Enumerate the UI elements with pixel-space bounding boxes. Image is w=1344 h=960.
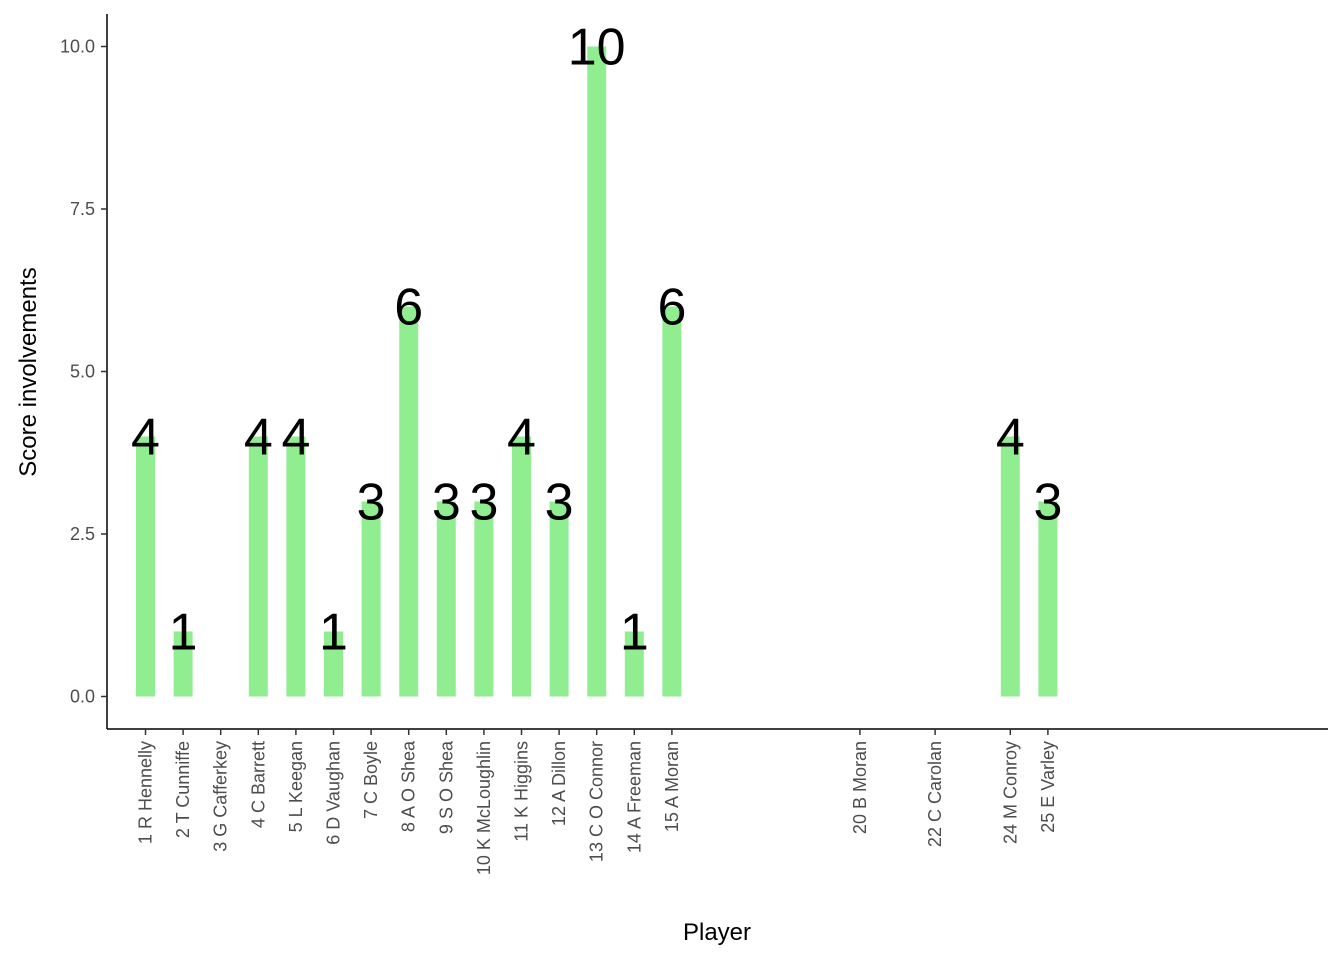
bar xyxy=(1000,436,1020,697)
bar xyxy=(324,631,343,697)
x-tick-label: 3 G Cafferkey xyxy=(211,741,231,852)
y-tick-label: 0.0 xyxy=(70,687,95,707)
x-tick-label: 1 R Hennelly xyxy=(136,741,156,844)
x-tick-label: 10 K McLoughlin xyxy=(474,741,494,875)
data-label: 4 xyxy=(507,409,536,467)
bar xyxy=(361,501,381,697)
bar xyxy=(248,436,268,697)
x-tick-label: 7 C Boyle xyxy=(361,741,381,819)
bar xyxy=(549,501,569,697)
bar xyxy=(624,631,644,697)
bar xyxy=(512,436,531,697)
x-tick-label: 4 C Barrett xyxy=(248,741,268,828)
data-label: 1 xyxy=(620,604,649,662)
bar xyxy=(662,306,682,697)
data-label: 3 xyxy=(432,474,461,532)
x-tick-label: 22 C Carolan xyxy=(925,741,945,847)
y-axis: 0.0 2.5 5.0 7.5 10.0 xyxy=(60,14,108,729)
bars-layer xyxy=(136,46,1058,697)
bar xyxy=(587,46,607,697)
y-tick-label: 5.0 xyxy=(70,362,95,382)
x-tick-label: 20 B Moran xyxy=(850,741,870,834)
data-label: 4 xyxy=(131,409,160,467)
data-label: 6 xyxy=(394,279,423,337)
y-tick-label: 2.5 xyxy=(70,524,95,544)
x-tick-label: 15 A Moran xyxy=(662,741,682,832)
bar xyxy=(286,436,306,697)
bar xyxy=(136,436,155,697)
data-label: 4 xyxy=(244,409,273,467)
x-tick-label: 8 A O Shea xyxy=(399,740,419,832)
x-tick-label: 25 E Varley xyxy=(1038,741,1058,833)
x-tick-label: 12 A Dillon xyxy=(549,741,569,826)
data-label: 1 xyxy=(319,604,348,662)
x-tick-label: 13 C O Connor xyxy=(587,741,607,862)
y-tick-label: 10.0 xyxy=(60,37,95,57)
data-label: 10 xyxy=(568,19,626,77)
bar xyxy=(436,501,456,697)
y-tick-label: 7.5 xyxy=(70,199,95,219)
y-axis-title: Score involvements xyxy=(15,267,42,476)
x-tick-label: 24 M Conroy xyxy=(1000,741,1020,844)
data-label: 3 xyxy=(469,474,498,532)
x-tick-label: 11 K Higgins xyxy=(512,741,532,842)
bar xyxy=(474,501,494,697)
x-tick-label: 5 L Keegan xyxy=(286,741,306,832)
x-tick-label: 14 A Freeman xyxy=(624,741,644,853)
x-tick-label: 6 D Vaughan xyxy=(324,741,344,845)
bar xyxy=(399,306,419,697)
x-tick-label: 2 T Cunniffe xyxy=(173,741,193,838)
data-label: 6 xyxy=(657,279,686,337)
x-tick-label: 9 S O Shea xyxy=(436,740,456,834)
data-label: 1 xyxy=(169,604,198,662)
data-label: 4 xyxy=(996,409,1025,467)
bar xyxy=(173,631,193,697)
data-label: 3 xyxy=(1033,474,1062,532)
data-label: 3 xyxy=(357,474,386,532)
data-label: 4 xyxy=(281,409,310,467)
x-axis-title: Player xyxy=(683,919,751,946)
bar xyxy=(1038,501,1058,697)
x-axis: 1 R Hennelly 2 T Cunniffe 3 G Cafferkey 4 C… xyxy=(107,728,1328,875)
data-label: 3 xyxy=(545,474,574,532)
